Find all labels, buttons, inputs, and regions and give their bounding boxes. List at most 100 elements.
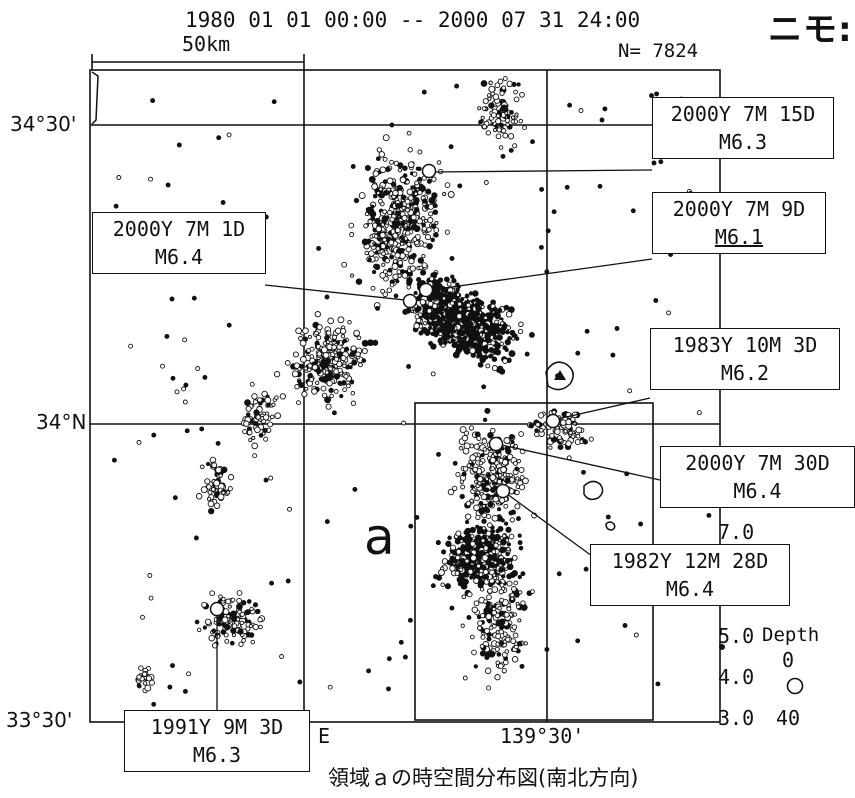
epicenter-dot: [151, 701, 157, 707]
epicenter-dot: [487, 522, 493, 528]
epicenter-dot: [492, 128, 498, 133]
epicenter-dot: [495, 329, 501, 335]
epicenter-dot: [202, 374, 208, 380]
epicenter-dot: [113, 203, 119, 209]
epicenter-dot: [205, 461, 211, 467]
epicenter-dot: [469, 526, 476, 534]
epicenter-dot: [401, 420, 407, 426]
lon-label-e: E: [318, 724, 331, 748]
epicenter-dot: [304, 386, 309, 391]
epicenter-dot: [364, 164, 371, 172]
epicenter-dot: [405, 307, 411, 314]
epicenter-dot: [401, 272, 409, 279]
epicenter-dot: [459, 479, 464, 484]
epicenter-dot: [502, 358, 508, 364]
epicenter-dot: [412, 171, 418, 177]
epicenter-dot: [395, 210, 401, 216]
epicenter-dot: [211, 628, 217, 634]
epicenter-dot: [417, 189, 423, 196]
epicenter-dot: [373, 263, 381, 271]
epicenter-dot: [298, 336, 303, 341]
epicenter-dot: [340, 355, 347, 362]
epicenter-dot: [512, 632, 519, 639]
epicenter-dot: [496, 652, 502, 657]
epicenter-dot: [389, 254, 395, 260]
epicenter-dot: [424, 328, 431, 336]
epicenter-dot: [251, 442, 259, 450]
epicenter-dot: [597, 183, 603, 189]
epicenter-dot: [518, 466, 525, 474]
epicenter-dot: [136, 439, 142, 445]
epicenter-dot: [392, 258, 398, 264]
epicenter-dot: [225, 598, 231, 605]
epicenter-dot: [485, 575, 490, 580]
epicenter-dot: [328, 366, 333, 372]
epicenter-dot: [514, 112, 519, 117]
epicenter-dot: [350, 390, 356, 396]
epicenter-dot: [530, 589, 535, 594]
epicenter-dot: [151, 432, 157, 438]
epicenter-dot: [488, 80, 493, 85]
epicenter-dot: [509, 571, 516, 579]
event-label-1983-10-03: 1983Y 10M 3D M6.2: [650, 328, 840, 390]
epicenter-dot: [495, 579, 500, 584]
epicenter-dot: [518, 118, 524, 124]
epicenter-dot: [499, 597, 505, 603]
epicenter-dot: [216, 135, 222, 141]
epicenter-dot: [213, 502, 221, 509]
epicenter-dot: [506, 114, 511, 119]
epicenter-dot: [630, 208, 636, 214]
epicenter-dot: [407, 617, 413, 623]
epicenter-dot: [449, 256, 455, 261]
epicenter-dot: [372, 170, 380, 177]
epicenter-dot: [298, 382, 305, 389]
epicenter-dot: [502, 345, 508, 351]
epicenter-dot: [414, 307, 420, 313]
epicenter-dot: [478, 500, 484, 506]
epicenter-dot: [551, 409, 557, 415]
epicenter-dot: [270, 414, 275, 420]
epicenter-dot: [508, 473, 513, 478]
epicenter-dot: [469, 498, 474, 504]
epicenter-dot: [476, 625, 483, 631]
epicenter-dot: [465, 302, 471, 308]
epicenter-dot: [422, 242, 428, 248]
epicenter-dot: [241, 600, 247, 606]
epicenter-dot: [327, 684, 333, 690]
epicenter-dot: [444, 331, 450, 337]
epicenter-dot: [371, 269, 377, 275]
epicenter-dot: [451, 278, 457, 284]
epicenter-dot: [501, 533, 507, 539]
epicenter-dot: [483, 545, 489, 551]
epicenter-dot: [436, 160, 442, 165]
figure-caption: 領域ａの時空間分布図(南北方向): [328, 766, 639, 790]
epicenter-dot: [472, 336, 477, 342]
epicenter-dot: [486, 93, 492, 98]
epicenter-dot: [447, 191, 455, 198]
epicenter-dot: [456, 313, 463, 320]
epicenter-dot: [465, 547, 472, 553]
epicenter-dot: [271, 402, 276, 407]
epicenter-dot: [495, 118, 502, 125]
epicenter-dot: [263, 477, 269, 483]
epicenter-dot: [392, 273, 399, 280]
epicenter-dot: [478, 460, 484, 466]
epicenter-dot: [257, 617, 263, 623]
epicenter-dot: [538, 427, 544, 433]
epicenter-dot: [488, 328, 494, 334]
epicenter-dot: [495, 133, 502, 140]
epicenter-dot: [492, 93, 500, 101]
epicenter-dot: [485, 530, 492, 537]
epicenter-dot: [510, 592, 515, 598]
epicenter-dot: [476, 435, 482, 441]
epicenter-dot: [512, 143, 518, 149]
epicenter-dot: [627, 388, 633, 394]
epicenter-dot: [368, 250, 375, 257]
epicenter-dot: [324, 373, 331, 380]
epicenter-dot: [554, 428, 561, 435]
epicenter-dot: [509, 517, 515, 523]
epicenter-dot: [455, 348, 462, 355]
epicenter-dot: [414, 180, 420, 186]
epicenter-dot: [491, 549, 497, 554]
epicenter-dot: [436, 451, 441, 457]
